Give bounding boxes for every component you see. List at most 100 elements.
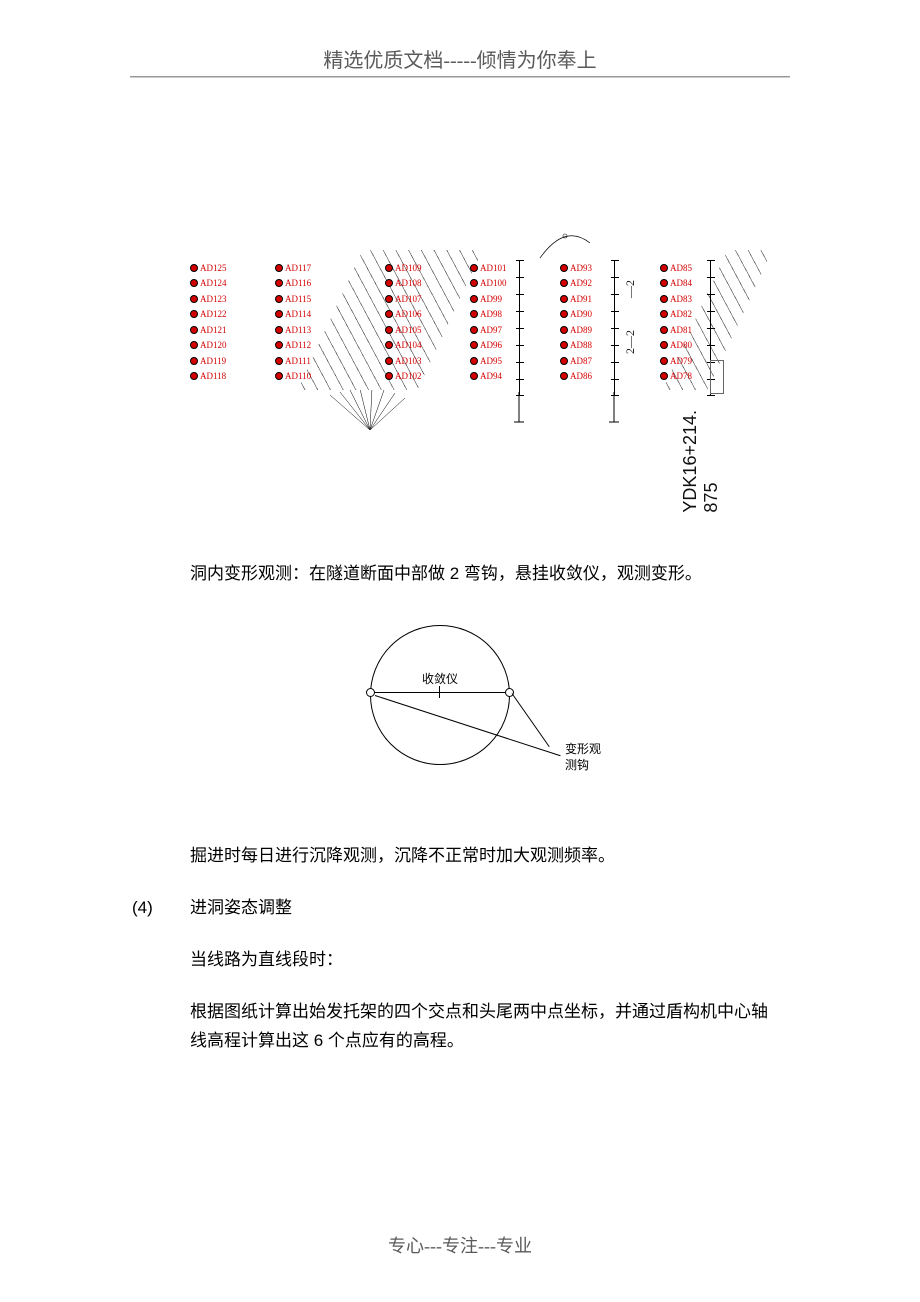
convergence-instrument-diagram: 收敛仪 变形观 测钩 xyxy=(340,620,640,800)
survey-point: AD107 xyxy=(385,291,445,307)
survey-point: AD123 xyxy=(190,291,250,307)
survey-point: AD92 xyxy=(560,276,620,292)
label-deformation-hook-2: 测钩 xyxy=(565,756,589,773)
survey-point: AD119 xyxy=(190,353,250,369)
survey-point: AD97 xyxy=(470,322,530,338)
point-label: AD82 xyxy=(670,309,692,319)
tunnel-section-circle xyxy=(370,625,510,765)
paragraph-cradle-calc: 根据图纸计算出始发托架的四个交点和头尾两中点坐标，并通过盾构机中心轴线高程计算出… xyxy=(190,998,780,1056)
point-dot-icon xyxy=(190,264,198,272)
detail-box xyxy=(710,360,724,394)
point-dot-icon xyxy=(190,341,198,349)
survey-point: AD105 xyxy=(385,322,445,338)
survey-point: AD104 xyxy=(385,338,445,354)
survey-point: AD91 xyxy=(560,291,620,307)
point-label: AD81 xyxy=(670,325,692,335)
point-dot-icon xyxy=(660,341,668,349)
survey-point: AD121 xyxy=(190,322,250,338)
point-dot-icon xyxy=(190,310,198,318)
point-label: AD109 xyxy=(395,263,422,273)
point-dot-icon xyxy=(275,310,283,318)
point-label: AD95 xyxy=(480,356,502,366)
point-label: AD96 xyxy=(480,340,502,350)
point-label: AD102 xyxy=(395,371,422,381)
point-dot-icon xyxy=(385,372,393,380)
survey-point: AD113 xyxy=(275,322,335,338)
survey-point: AD95 xyxy=(470,353,530,369)
point-dot-icon xyxy=(470,326,478,334)
point-label: AD80 xyxy=(670,340,692,350)
survey-point: AD81 xyxy=(660,322,720,338)
point-dot-icon xyxy=(560,341,568,349)
point-dot-icon xyxy=(560,372,568,380)
survey-point-plan-diagram: AD125AD124AD123AD122AD121AD120AD119AD118… xyxy=(190,230,770,490)
horizontal-chord xyxy=(370,692,510,693)
point-column: AD93AD92AD91AD90AD89AD88AD87AD86 xyxy=(560,260,620,384)
survey-point: AD114 xyxy=(275,307,335,323)
point-dot-icon xyxy=(560,279,568,287)
survey-point: AD115 xyxy=(275,291,335,307)
scale-tail xyxy=(512,392,526,432)
survey-point: AD111 xyxy=(275,353,335,369)
header-rule xyxy=(130,76,790,78)
survey-point: AD93 xyxy=(560,260,620,276)
survey-point: AD120 xyxy=(190,338,250,354)
point-dot-icon xyxy=(190,357,198,365)
point-dot-icon xyxy=(275,341,283,349)
point-label: AD98 xyxy=(480,309,502,319)
point-column: AD125AD124AD123AD122AD121AD120AD119AD118 xyxy=(190,260,250,384)
survey-point: AD80 xyxy=(660,338,720,354)
survey-point: AD94 xyxy=(470,369,530,385)
survey-point: AD102 xyxy=(385,369,445,385)
point-label: AD116 xyxy=(285,278,311,288)
point-label: AD120 xyxy=(200,340,227,350)
point-dot-icon xyxy=(385,264,393,272)
paragraph-straight-segment: 当线路为直线段时： xyxy=(190,946,343,975)
point-dot-icon xyxy=(275,279,283,287)
point-label: AD107 xyxy=(395,294,422,304)
point-label: AD119 xyxy=(200,356,226,366)
point-label: AD91 xyxy=(570,294,592,304)
survey-point: AD106 xyxy=(385,307,445,323)
point-dot-icon xyxy=(190,326,198,334)
point-dot-icon xyxy=(275,357,283,365)
survey-point: AD124 xyxy=(190,276,250,292)
point-label: AD86 xyxy=(570,371,592,381)
point-column: AD109AD108AD107AD106AD105AD104AD103AD102 xyxy=(385,260,445,384)
point-label: AD89 xyxy=(570,325,592,335)
point-dot-icon xyxy=(660,264,668,272)
point-column: AD117AD116AD115AD114AD113AD112AD111AD110 xyxy=(275,260,335,384)
point-dot-icon xyxy=(275,295,283,303)
point-dot-icon xyxy=(190,372,198,380)
point-label: AD113 xyxy=(285,325,311,335)
point-label: AD87 xyxy=(570,356,592,366)
point-dot-icon xyxy=(660,310,668,318)
point-label: AD93 xyxy=(570,263,592,273)
point-label: AD101 xyxy=(480,263,507,273)
section-4-number: (4) xyxy=(132,894,153,923)
section-label-2-2: 2—2 xyxy=(623,330,638,354)
point-dot-icon xyxy=(470,310,478,318)
survey-point: AD87 xyxy=(560,353,620,369)
survey-point: AD86 xyxy=(560,369,620,385)
point-label: AD94 xyxy=(480,371,502,381)
point-dot-icon xyxy=(560,264,568,272)
point-dot-icon xyxy=(470,372,478,380)
survey-point: AD118 xyxy=(190,369,250,385)
point-dot-icon xyxy=(660,372,668,380)
survey-point: AD116 xyxy=(275,276,335,292)
survey-point: AD90 xyxy=(560,307,620,323)
survey-point: AD103 xyxy=(385,353,445,369)
point-label: AD85 xyxy=(670,263,692,273)
point-label: AD103 xyxy=(395,356,422,366)
fan-rays xyxy=(320,390,420,440)
point-label: AD83 xyxy=(670,294,692,304)
survey-point: AD83 xyxy=(660,291,720,307)
point-dot-icon xyxy=(660,279,668,287)
survey-point: AD99 xyxy=(470,291,530,307)
page-header: 精选优质文档-----倾情为你奉上 xyxy=(0,44,920,73)
point-dot-icon xyxy=(560,295,568,303)
point-label: AD110 xyxy=(285,371,311,381)
point-label: AD92 xyxy=(570,278,592,288)
point-dot-icon xyxy=(385,310,393,318)
